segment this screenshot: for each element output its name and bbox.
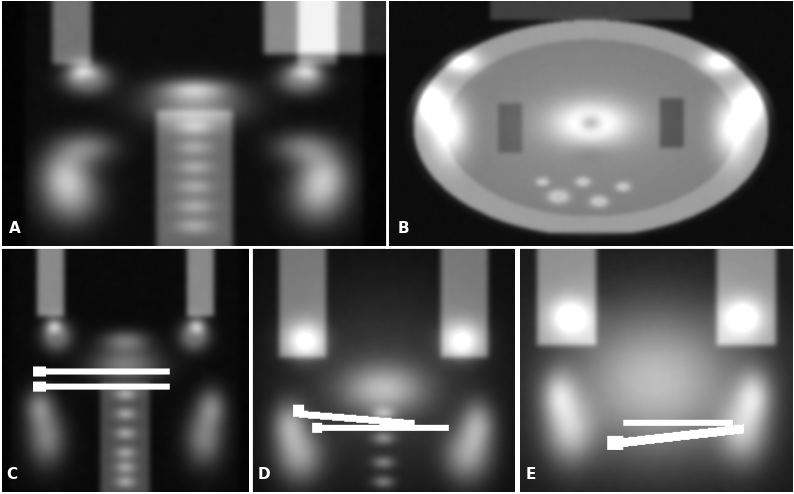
Text: E: E	[526, 467, 536, 482]
Text: A: A	[10, 221, 21, 236]
Text: B: B	[397, 221, 409, 236]
Text: D: D	[258, 467, 271, 482]
Text: C: C	[6, 467, 17, 482]
